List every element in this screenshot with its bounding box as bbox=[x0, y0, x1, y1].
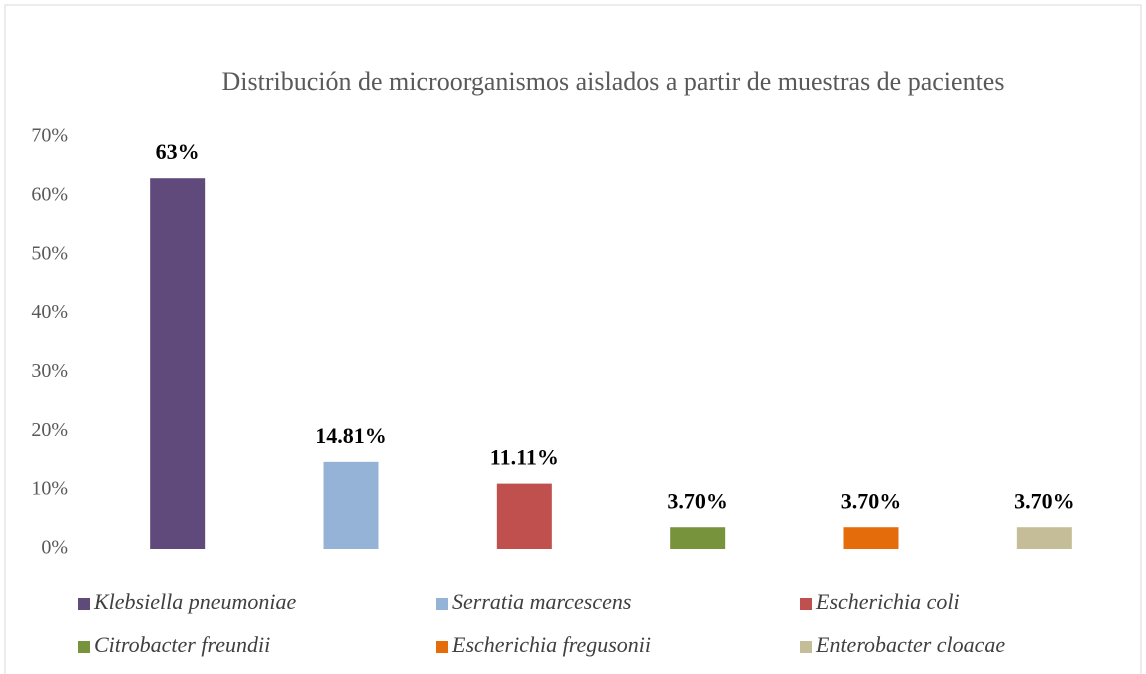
legend-label: Serratia marcescens bbox=[452, 589, 631, 614]
bar bbox=[150, 178, 206, 549]
data-label: 3.70% bbox=[667, 488, 728, 513]
legend-swatch bbox=[436, 641, 448, 653]
y-tick-label: 40% bbox=[31, 301, 68, 323]
data-label: 3.70% bbox=[1014, 488, 1075, 513]
legend-label: Citrobacter freundii bbox=[94, 632, 270, 657]
legend-label: Escherichia coli bbox=[815, 589, 960, 614]
chart-frame bbox=[4, 4, 1142, 674]
bar bbox=[843, 527, 899, 549]
y-tick-label: 20% bbox=[31, 419, 68, 441]
data-label: 14.81% bbox=[315, 423, 387, 448]
y-tick-label: 70% bbox=[31, 125, 68, 147]
y-tick-label: 0% bbox=[41, 537, 68, 559]
legend-label: Klebsiella pneumoniae bbox=[93, 589, 296, 614]
data-label: 3.70% bbox=[841, 488, 902, 513]
legend-swatch bbox=[78, 598, 90, 610]
bar bbox=[323, 461, 379, 549]
data-label: 11.11% bbox=[490, 445, 559, 470]
data-label: 63% bbox=[156, 139, 200, 164]
y-tick-label: 30% bbox=[31, 360, 68, 382]
y-tick-label: 50% bbox=[31, 242, 68, 264]
legend-swatch bbox=[436, 598, 448, 610]
y-tick-label: 60% bbox=[31, 183, 68, 205]
bar bbox=[1016, 527, 1072, 549]
legend-label: Enterobacter cloacae bbox=[815, 632, 1005, 657]
bar bbox=[496, 483, 552, 549]
y-tick-label: 10% bbox=[31, 478, 68, 500]
legend-swatch bbox=[800, 641, 812, 653]
bar bbox=[670, 527, 726, 549]
legend-label: Escherichia fregusonii bbox=[451, 632, 651, 657]
chart-title: Distribución de microorganismos aislados… bbox=[221, 67, 1005, 96]
legend-swatch bbox=[78, 641, 90, 653]
legend-swatch bbox=[800, 598, 812, 610]
